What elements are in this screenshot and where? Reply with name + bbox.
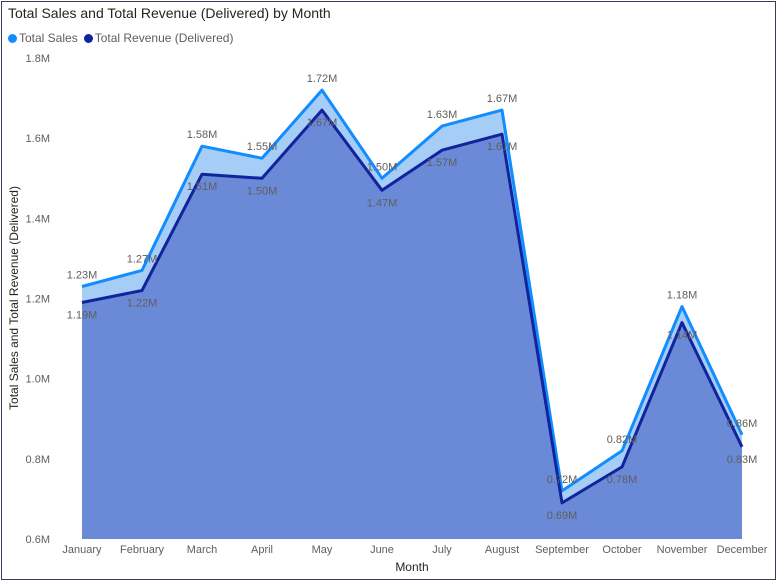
data-label-total-sales: 1.72M: [307, 73, 338, 85]
x-axis: January February March April May June July Augu…: [62, 544, 767, 556]
y-tick-label: 1.4M: [26, 213, 50, 225]
legend-dot-icon: [8, 33, 17, 43]
y-tick-label: 1.6M: [26, 133, 50, 145]
legend-item-total-revenue[interactable]: Total Revenue (Delivered): [83, 31, 234, 45]
data-label-total-revenue: 0.69M: [547, 510, 578, 522]
x-axis-title: Month: [395, 560, 428, 574]
y-tick-label: 1.2M: [26, 294, 50, 306]
data-label-total-revenue: 1.47M: [367, 197, 398, 209]
legend-label-total-revenue: Total Revenue (Delivered): [94, 31, 234, 45]
data-label-total-sales: 1.63M: [427, 109, 458, 121]
data-label-total-sales: 0.82M: [607, 434, 638, 446]
data-label-total-sales: 1.23M: [67, 269, 98, 281]
x-tick-label: January: [62, 544, 102, 556]
legend-label-total-sales: Total Sales: [19, 31, 78, 45]
y-tick-label: 1.0M: [26, 374, 50, 386]
legend-item-total-sales[interactable]: Total Sales: [8, 31, 78, 45]
y-axis-title: Total Sales and Total Revenue (Delivered…: [7, 186, 21, 410]
line-series-0[interactable]: [81, 88, 744, 493]
x-tick-label: February: [120, 544, 165, 556]
x-tick-label: November: [657, 544, 708, 556]
data-label-total-sales: 1.27M: [127, 253, 158, 265]
data-label-total-revenue: 1.19M: [67, 310, 98, 322]
y-tick-label: 0.6M: [26, 534, 50, 546]
x-tick-label: October: [602, 544, 641, 556]
x-tick-label: August: [485, 544, 519, 556]
data-label-total-sales: 0.72M: [547, 474, 578, 486]
data-label-total-revenue: 0.78M: [607, 474, 638, 486]
x-tick-label: September: [535, 544, 589, 556]
data-label-total-revenue: 1.67M: [307, 117, 338, 129]
x-tick-label: April: [251, 544, 273, 556]
chart-title: Total Sales and Total Revenue (Delivered…: [8, 5, 331, 21]
data-label-total-sales: 1.18M: [667, 290, 698, 302]
x-tick-label: December: [717, 544, 768, 556]
line-layer: [81, 88, 744, 505]
y-tick-label: 0.8M: [26, 454, 50, 466]
x-tick-label: July: [432, 544, 452, 556]
y-axis: 0.6M 0.8M 1.0M 1.2M 1.4M 1.6M 1.8M: [26, 53, 50, 546]
area-layer: [82, 90, 742, 539]
data-label-total-revenue: 1.22M: [127, 297, 158, 309]
data-label-total-sales: 1.58M: [187, 129, 218, 141]
data-label-total-sales: 1.50M: [367, 161, 398, 173]
x-tick-label: March: [187, 544, 218, 556]
data-label-total-sales: 1.67M: [487, 93, 518, 105]
x-tick-label: June: [370, 544, 394, 556]
data-labels: 1.23M 1.27M 1.58M 1.55M 1.72M 1.50M 1.63M 1.67M…: [67, 73, 758, 522]
area-series-1[interactable]: [82, 110, 742, 539]
data-label-total-revenue: 0.83M: [727, 454, 758, 466]
data-label-total-revenue: 1.50M: [247, 185, 278, 197]
y-tick-label: 1.8M: [26, 53, 50, 65]
data-label-total-revenue: 1.61M: [487, 141, 518, 153]
data-label-total-revenue: 1.57M: [427, 157, 458, 169]
x-tick-label: May: [312, 544, 333, 556]
data-label-total-revenue: 1.51M: [187, 181, 218, 193]
legend-dot-icon: [83, 33, 93, 43]
data-label-total-revenue: 1.14M: [667, 330, 698, 342]
line-series-1[interactable]: [81, 108, 744, 505]
chart-legend: Total Sales Total Revenue (Delivered): [8, 31, 239, 45]
data-label-total-sales: 0.86M: [727, 418, 758, 430]
data-label-total-sales: 1.55M: [247, 141, 278, 153]
